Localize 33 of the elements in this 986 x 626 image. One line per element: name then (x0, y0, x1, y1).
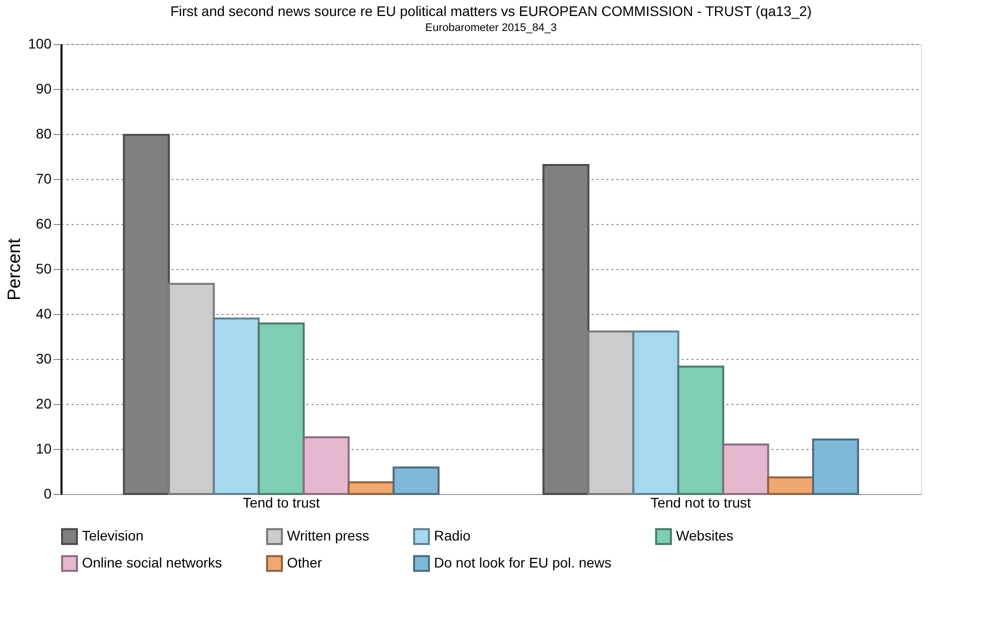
legend-label: Online social networks (82, 554, 222, 570)
legend-label: Television (82, 528, 144, 544)
chart-title: First and second news source re EU political matters vs EUROPEAN COMMISSION - TRUST (qa13_2) (170, 3, 812, 19)
bar (632, 330, 680, 495)
y-tick-label: 40 (36, 306, 52, 322)
bar (722, 444, 770, 495)
x-tick-label: Tend to trust (242, 494, 320, 510)
legend-label: Other (287, 554, 322, 570)
y-tick-label: 10 (36, 440, 52, 456)
bar (392, 466, 440, 495)
bar (767, 476, 814, 495)
legend-label: Do not look for EU pol. news (434, 554, 612, 570)
y-tick-label: 100 (28, 36, 52, 52)
y-tick-label: 70 (36, 170, 52, 186)
x-tick-label: Tend not to trust (650, 494, 752, 510)
bar (302, 436, 350, 495)
bar (677, 366, 724, 495)
y-tick-label: 60 (36, 216, 52, 232)
y-tick-label: 0 (44, 486, 52, 502)
y-tick-label: 80 (36, 126, 52, 142)
legend-label: Websites (676, 528, 734, 544)
y-tick-label: 20 (36, 396, 52, 412)
y-tick-label: 90 (36, 80, 52, 96)
legend-label: Radio (434, 528, 471, 544)
bar (812, 438, 860, 495)
y-axis-title: Percent (4, 238, 24, 301)
y-tick-label: 50 (36, 260, 52, 276)
y-tick-label: 30 (36, 350, 52, 366)
legend-label: Written press (287, 528, 370, 544)
bar (212, 318, 260, 495)
chart-subtitle: Eurobarometer 2015_84_3 (425, 22, 557, 34)
bar (258, 322, 305, 495)
bar (348, 481, 395, 495)
